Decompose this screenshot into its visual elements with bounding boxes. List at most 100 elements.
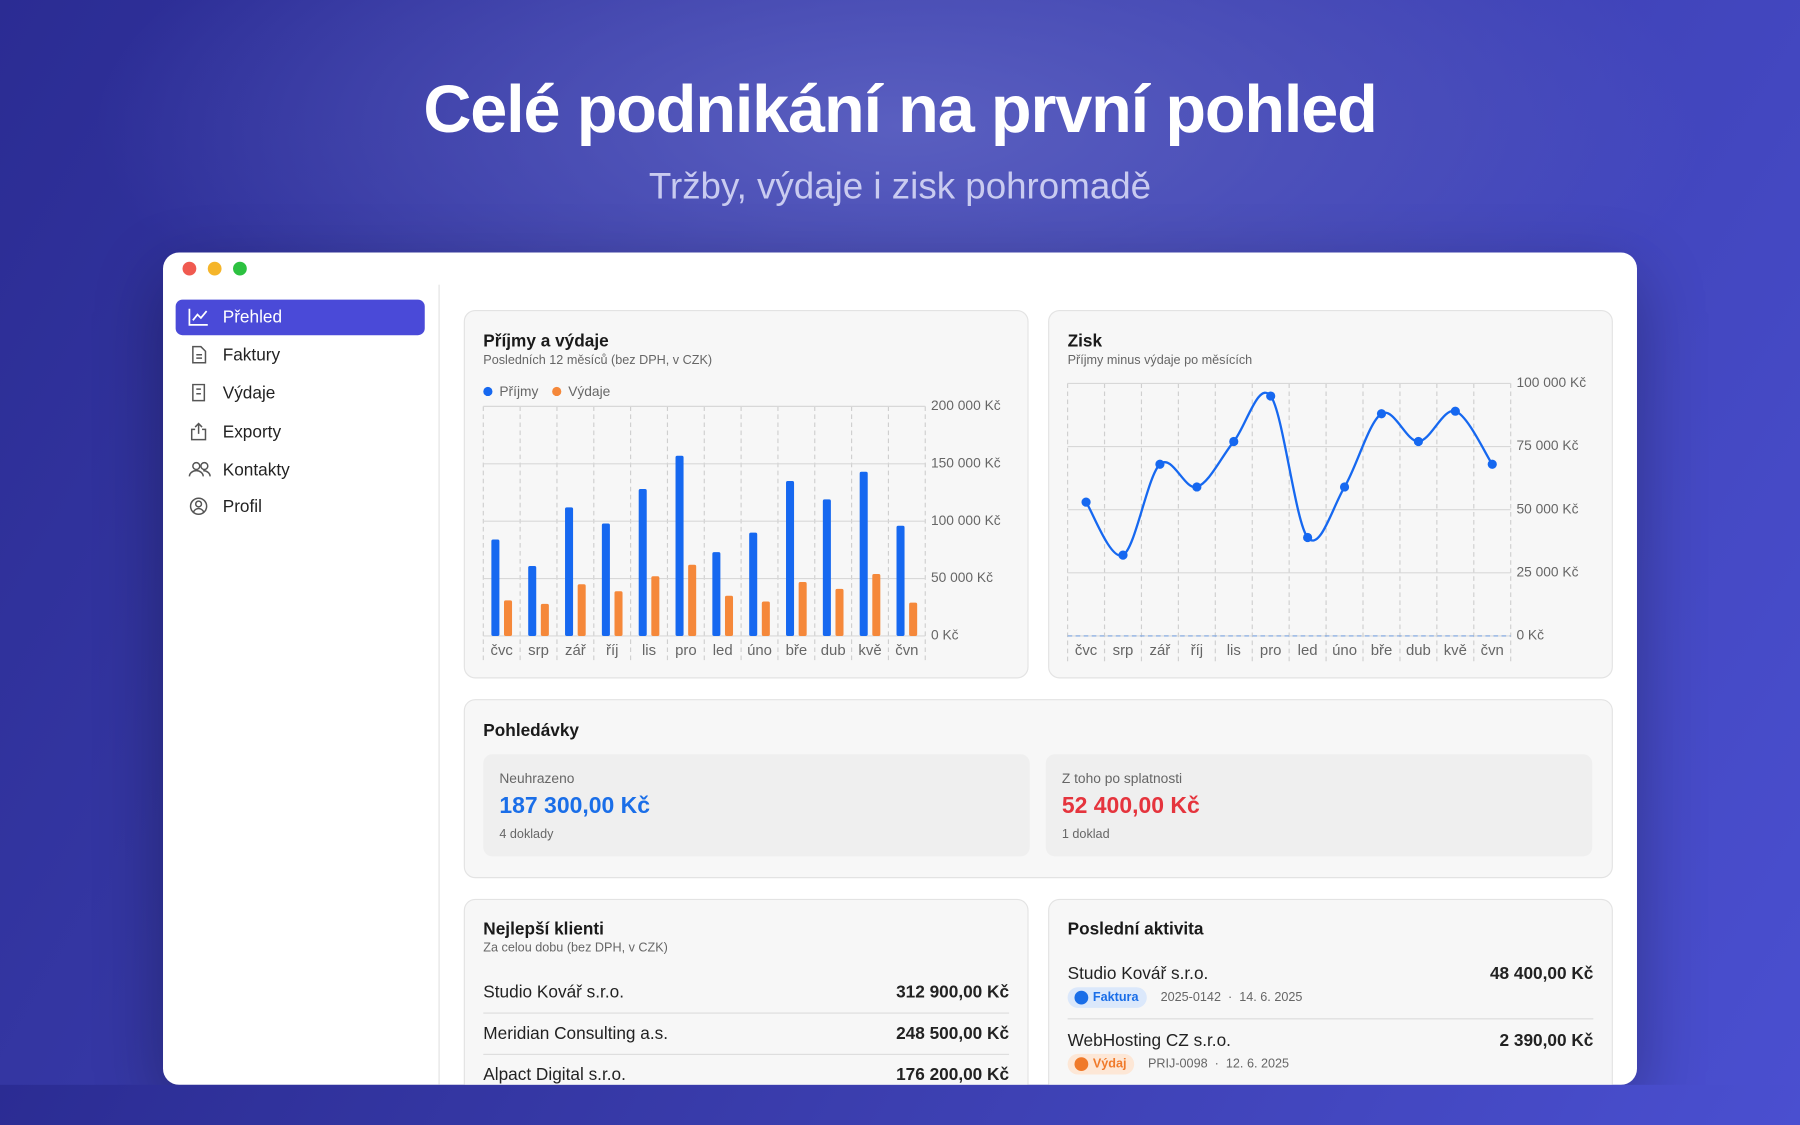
bar bbox=[675, 455, 684, 636]
nav-label: Přehled bbox=[222, 307, 283, 328]
x-tick-label: říj bbox=[606, 642, 618, 659]
legend-label: Výdaje bbox=[568, 384, 610, 399]
nav-item[interactable]: Přehled bbox=[175, 299, 425, 336]
bar bbox=[638, 489, 647, 636]
doc-number: 2025-0142 bbox=[1160, 990, 1221, 1005]
x-tick-label: dub bbox=[821, 642, 846, 659]
bar bbox=[614, 591, 623, 636]
client-amount: 312 900,00 Kč bbox=[896, 982, 1010, 1003]
point bbox=[1376, 409, 1387, 419]
y-tick-label: 50 000 Kč bbox=[1516, 501, 1578, 516]
client-name: Alpact Digital s.r.o. bbox=[483, 1065, 626, 1085]
y-tick-label: 100 000 Kč bbox=[931, 513, 1001, 528]
x-tick-label: pro bbox=[1260, 642, 1282, 659]
y-tick-label: 50 000 Kč bbox=[931, 570, 993, 585]
stat-value: 52 400,00 Kč bbox=[1061, 793, 1200, 819]
card-title: Pohledávky bbox=[483, 720, 580, 741]
card-subtitle: Za celou dobu (bez DPH, v CZK) bbox=[483, 941, 668, 956]
point bbox=[1303, 532, 1313, 543]
y-tick-label: 100 000 Kč bbox=[1516, 375, 1586, 390]
y-tick-label: 0 Kč bbox=[1516, 628, 1544, 643]
nav-label: Faktury bbox=[222, 345, 281, 366]
card-title: Nejlepší klienti bbox=[483, 919, 604, 940]
bar bbox=[822, 499, 831, 636]
hero-title: Celé podnikání na první pohled bbox=[423, 72, 1377, 147]
point bbox=[1413, 436, 1423, 447]
bar bbox=[872, 573, 881, 636]
client-name: Studio Kovář s.r.o. bbox=[483, 982, 625, 1003]
y-tick-label: 200 000 Kč bbox=[931, 398, 1001, 413]
x-tick-label: čvc bbox=[1075, 642, 1098, 659]
zoom-button[interactable] bbox=[233, 261, 247, 276]
activity-amount: 48 400,00 Kč bbox=[1489, 964, 1594, 984]
chart-card: Příjmy a výdaje Posledních 12 měsíců (be… bbox=[463, 309, 1029, 679]
stat-label: Z toho po splatnosti bbox=[1061, 770, 1183, 787]
nav-item[interactable]: Profil bbox=[176, 489, 425, 525]
x-tick-label: kvě bbox=[1444, 642, 1467, 659]
close-button[interactable] bbox=[182, 261, 197, 276]
client-amount: 248 500,00 Kč bbox=[896, 1023, 1010, 1044]
stat-tile: Neuhrazeno 187 300,00 Kč 4 doklady bbox=[483, 754, 1030, 857]
nav-item[interactable]: Kontakty bbox=[176, 452, 425, 488]
separator bbox=[483, 1012, 1010, 1014]
tag: Faktura bbox=[1067, 987, 1147, 1008]
x-tick-label: zář bbox=[1150, 642, 1172, 659]
activity-name: WebHosting CZ s.r.o. bbox=[1067, 1030, 1231, 1051]
x-tick-label: led bbox=[713, 642, 733, 659]
card-title: Příjmy a výdaje bbox=[483, 331, 609, 352]
x-tick-label: úno bbox=[747, 642, 772, 659]
bar bbox=[798, 582, 807, 636]
doc-date: 12. 6. 2025 bbox=[1225, 1057, 1290, 1072]
y-tick-label: 75 000 Kč bbox=[1516, 438, 1578, 453]
point bbox=[1339, 482, 1350, 492]
activity-name: Studio Kovář s.r.o. bbox=[1067, 964, 1209, 984]
bar bbox=[528, 565, 537, 636]
x-tick-label: lis bbox=[1227, 642, 1241, 659]
tag: Výdaj bbox=[1067, 1053, 1135, 1075]
nav-item[interactable]: Exporty bbox=[176, 414, 425, 450]
bar bbox=[651, 576, 660, 636]
legend-swatch bbox=[552, 386, 562, 397]
minimize-button[interactable] bbox=[207, 261, 222, 276]
window-clip bbox=[0, 1084, 1800, 1125]
bar bbox=[491, 539, 500, 636]
x-tick-label: zář bbox=[565, 642, 587, 659]
bar bbox=[601, 523, 610, 636]
point bbox=[1229, 436, 1239, 447]
separator bbox=[483, 1053, 1010, 1055]
activity-meta: PRIJ-0098 · 12. 6. 2025 bbox=[1147, 1057, 1290, 1072]
x-tick-label: bře bbox=[1371, 642, 1393, 659]
chart-card: Zisk Příjmy minus výdaje po měsících bbox=[1048, 309, 1613, 679]
separator bbox=[1067, 1018, 1594, 1020]
card-title: Zisk bbox=[1067, 331, 1103, 352]
legend-label: Příjmy bbox=[499, 384, 538, 399]
card-title: Poslední aktivita bbox=[1067, 919, 1204, 940]
x-tick-label: lis bbox=[642, 642, 656, 659]
bar bbox=[724, 595, 734, 636]
bar bbox=[540, 603, 549, 636]
card-subtitle: Příjmy minus výdaje po měsících bbox=[1067, 353, 1253, 368]
legend-swatch bbox=[483, 386, 493, 397]
activity-amount: 2 390,00 Kč bbox=[1499, 1030, 1594, 1051]
nav-item[interactable]: Faktury bbox=[176, 337, 425, 373]
nav-item[interactable]: Výdaje bbox=[176, 375, 425, 411]
x-tick-label: pro bbox=[675, 642, 697, 659]
bar bbox=[896, 525, 905, 636]
x-tick-label: čvc bbox=[491, 642, 514, 659]
y-tick-label: 0 Kč bbox=[931, 628, 959, 643]
sidebar: Přehled Faktury Výdaje Exporty Kontakty … bbox=[163, 284, 440, 1085]
x-tick-label: kvě bbox=[858, 642, 881, 659]
bar bbox=[504, 600, 513, 636]
stat-note: 4 doklady bbox=[499, 827, 554, 842]
x-tick-label: úno bbox=[1332, 642, 1357, 659]
bar bbox=[786, 480, 795, 636]
point bbox=[1266, 391, 1276, 401]
stat-note: 1 doklad bbox=[1061, 827, 1110, 842]
bar bbox=[688, 564, 697, 636]
nav-label: Exporty bbox=[222, 422, 282, 442]
bar bbox=[749, 532, 758, 636]
bar bbox=[909, 602, 918, 636]
x-tick-label: srp bbox=[1113, 642, 1134, 659]
point bbox=[1118, 550, 1128, 560]
